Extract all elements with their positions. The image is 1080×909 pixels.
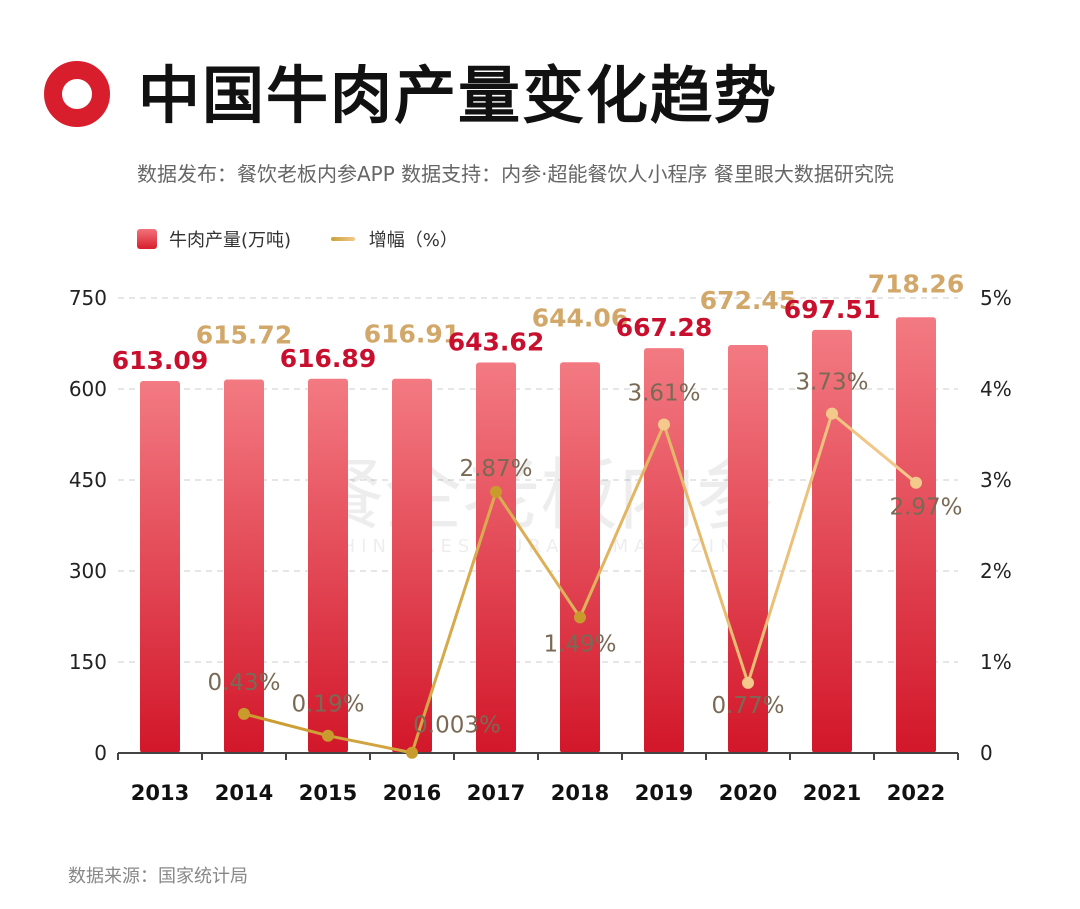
legend-label-production: 牛肉产量(万吨) [169, 230, 292, 251]
x-tick-label: 2020 [719, 781, 777, 805]
x-tick-label: 2022 [887, 781, 945, 805]
y-left-tick-label: 750 [69, 286, 107, 310]
growth-point-2014 [238, 707, 250, 720]
bar-value-label: 643.62 [448, 328, 544, 357]
growth-value-label: 3.73% [795, 370, 868, 396]
bar-value-label: 615.72 [196, 320, 292, 349]
legend: 牛肉产量(万吨) 增幅（%） [137, 226, 492, 254]
bar-value-label: 613.09 [112, 346, 208, 375]
bar-value-label: 697.51 [784, 295, 880, 324]
bar-2014 [224, 379, 264, 753]
bar-value-label: 667.28 [616, 313, 712, 342]
bar-2013 [140, 381, 180, 753]
growth-value-label: 2.87% [459, 456, 532, 482]
watermark-main: 餐企老板内参 [306, 451, 774, 541]
watermark: 餐企老板内参 CHINA RESTAURANT MAGAZINE [306, 451, 774, 557]
bar-value-label: 644.06 [532, 303, 628, 332]
data-labels: 613.09615.72616.89616.91643.62644.06667.… [112, 269, 964, 738]
y-right-tick-label: 5% [980, 286, 1012, 310]
x-tick-label: 2015 [299, 781, 357, 805]
growth-point-2015 [322, 729, 334, 742]
growth-point-2016 [406, 746, 418, 759]
circle-logo-icon [44, 61, 110, 127]
bar-value-label: 616.91 [364, 320, 460, 349]
growth-point-2019 [658, 418, 670, 431]
bar-2019 [644, 348, 684, 753]
growth-point-2020 [742, 676, 754, 689]
x-tick-label: 2018 [551, 781, 609, 805]
legend-label-growth: 增幅（%） [368, 230, 458, 251]
x-tick-label: 2013 [131, 781, 189, 805]
y-right-tick-label: 2% [980, 559, 1012, 583]
bar-2016 [392, 378, 432, 753]
growth-point-2018 [574, 611, 586, 624]
grid-lines [118, 297, 958, 663]
bars [140, 317, 936, 753]
x-tick-label: 2021 [803, 781, 861, 805]
legend-item-growth: 增幅（%） [330, 226, 458, 252]
growth-value-label: 1.49% [543, 631, 616, 657]
y-right-tick-label: 0 [980, 741, 993, 765]
growth-value-label: 0.77% [711, 693, 784, 719]
growth-point-2022 [910, 476, 922, 489]
y-left-tick-label: 0 [94, 741, 107, 765]
bar-value-label: 718.26 [868, 269, 964, 298]
legend-line-swatch [330, 237, 355, 241]
legend-bar-swatch [137, 229, 157, 249]
x-tick-label: 2014 [215, 781, 273, 805]
bar-2020 [728, 345, 768, 753]
y-left-tick-label: 300 [69, 559, 107, 583]
y-left-tick-label: 150 [69, 650, 107, 674]
growth-line [238, 407, 922, 759]
growth-value-label: 2.97% [889, 495, 962, 521]
growth-value-label: 0.43% [207, 670, 280, 696]
y-right-tick-label: 4% [980, 377, 1012, 401]
bar-2018 [560, 362, 600, 753]
bar-value-label: 616.89 [280, 344, 376, 373]
y-right-tick-label: 1% [980, 650, 1012, 674]
page-title: 中国牛肉产量变化趋势 [138, 59, 779, 132]
growth-point-2021 [826, 407, 838, 420]
page-subtitle: 数据发布：餐饮老板内参APP 数据支持：内参·超能餐饮人小程序 餐里眼大数据研究… [137, 162, 894, 186]
growth-value-label: 0.003% [413, 713, 501, 739]
legend-item-production: 牛肉产量(万吨) [137, 226, 291, 252]
watermark-sub: CHINA RESTAURANT MAGAZINE [323, 536, 757, 557]
x-tick-label: 2016 [383, 781, 441, 805]
y-left-tick-label: 600 [69, 377, 107, 401]
bar-2017 [476, 362, 516, 753]
bar-2022 [896, 317, 936, 753]
bar-2021 [812, 329, 852, 753]
x-tick-label: 2019 [635, 781, 693, 805]
y-right-tick-label: 3% [980, 468, 1012, 492]
x-tick-label: 2017 [467, 781, 525, 805]
bar-value-label: 672.45 [700, 286, 796, 315]
source-note: 数据来源：国家统计局 [68, 866, 248, 887]
y-left-tick-label: 450 [69, 468, 107, 492]
bar-2015 [308, 378, 348, 753]
growth-value-label: 0.19% [291, 692, 364, 718]
axes: 0 0 150 1% 300 2% 450 3% 600 4% 750 5% 2013 2014 2015 2… [69, 286, 1012, 805]
growth-value-label: 3.61% [627, 380, 700, 406]
growth-point-2017 [490, 485, 502, 498]
